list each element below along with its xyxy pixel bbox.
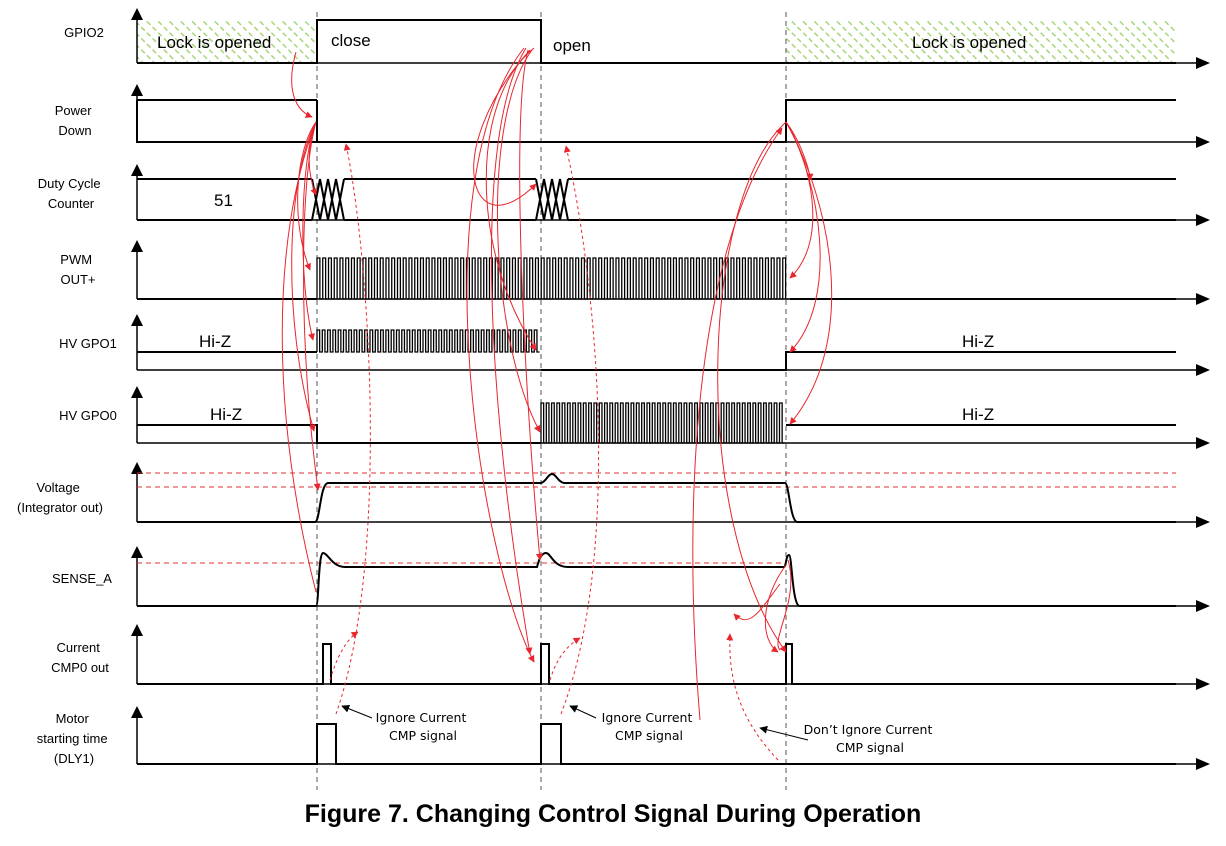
causality-arrows-solid: [281, 47, 833, 721]
pwm-out-pulse-train: [316, 257, 789, 300]
hv-gpo1-waveform-base: [137, 351, 1176, 371]
label-motor-starting-time: Motor starting time (DLY1): [37, 711, 111, 766]
svg-text:Don’t Ignore Current CMP: Don’t Ignore Current CMP signal: [804, 722, 937, 755]
time-axis-arrow: [1196, 136, 1210, 148]
label-current-cmp0: Current CMP0 out: [51, 640, 109, 675]
label-duty-cycle-counter: Duty Cycle Counter: [38, 176, 104, 211]
motor-starting-time-waveform: [137, 723, 1176, 765]
time-guides: [316, 12, 787, 790]
hv-gpo0-hiz-left: Hi-Z: [210, 405, 242, 424]
counter-value-label: 51: [214, 191, 233, 210]
label-voltage: Voltage (Integrator out): [17, 480, 103, 515]
time-axis-arrow: [1196, 364, 1210, 376]
voltage-waveform: [137, 472, 1176, 523]
signal-axes: [131, 8, 1210, 770]
duty-cycle-counter-waveform: [137, 178, 1176, 221]
current-cmp0-waveform: [137, 643, 1176, 685]
power-down-waveform: [136, 99, 1176, 143]
level-axis-arrow: [131, 8, 143, 20]
time-axis-arrow: [1196, 600, 1210, 612]
level-axis-arrow: [131, 624, 143, 636]
gpio2-lock-opened-left: Lock is opened: [157, 33, 271, 52]
time-axis-arrow: [1196, 57, 1210, 69]
annotation-dont-ignore: Don’t Ignore Current CMP signal: [759, 722, 937, 755]
label-hv-gpo1: HV GPO1: [59, 336, 117, 351]
hv-gpo0-hiz-right: Hi-Z: [962, 405, 994, 424]
time-axis-arrow: [1196, 214, 1210, 226]
lock-opened-region-right: [786, 20, 1176, 63]
sense-a-waveform: [137, 551, 1176, 607]
voltage-thresholds: [137, 472, 1176, 488]
level-axis-arrow: [131, 240, 143, 252]
label-power-down: Power Down: [55, 103, 95, 138]
figure-caption: Figure 7. Changing Control Signal During…: [304, 800, 922, 828]
gpio2-close-label: close: [331, 31, 371, 50]
gpio2-open-label: open: [553, 36, 591, 55]
label-pwm-out: PWM OUT+: [60, 252, 95, 287]
hv-gpo0-waveform-base: [137, 424, 1176, 444]
time-axis-arrow: [1196, 516, 1210, 528]
label-sense-a: SENSE_A: [52, 571, 112, 586]
level-axis-arrow: [131, 386, 143, 398]
gpio2-lock-opened-right: Lock is opened: [912, 33, 1026, 52]
hv-gpo1-hiz-right: Hi-Z: [962, 332, 994, 351]
level-axis-arrow: [131, 546, 143, 558]
level-axis-arrow: [131, 462, 143, 474]
time-axis-arrow: [1196, 758, 1210, 770]
annotation-ignore-2: Ignore Current CMP signal: [569, 705, 697, 743]
timing-diagram: GPIO2 Power Down Duty Cycle Counter PWM …: [17, 8, 1210, 790]
hv-gpo1-pulse-train: [316, 329, 540, 353]
level-axis-arrow: [131, 164, 143, 176]
gpio2-waveform: [137, 19, 1176, 64]
annotation-ignore-1: Ignore Current CMP signal: [341, 704, 471, 743]
lock-opened-region-left: [137, 20, 315, 63]
time-axis-arrow: [1196, 293, 1210, 305]
causality-arrows-dashed: [329, 143, 779, 761]
time-axis-arrow: [1196, 678, 1210, 690]
svg-text:Ignore Current CMP signa: Ignore Current CMP signal: [602, 710, 697, 743]
hv-gpo0-pulse-train: [540, 402, 785, 444]
level-axis-arrow: [131, 84, 143, 96]
svg-text:Ignore Current CMP signa: Ignore Current CMP signal: [376, 710, 471, 743]
level-axis-arrow: [131, 314, 143, 326]
label-hv-gpo0: HV GPO0: [59, 408, 117, 423]
time-axis-arrow: [1196, 437, 1210, 449]
signal-labels: GPIO2 Power Down Duty Cycle Counter PWM …: [17, 25, 117, 766]
label-gpio2: GPIO2: [64, 25, 104, 40]
level-axis-arrow: [131, 706, 143, 718]
hv-gpo1-hiz-left: Hi-Z: [199, 332, 231, 351]
